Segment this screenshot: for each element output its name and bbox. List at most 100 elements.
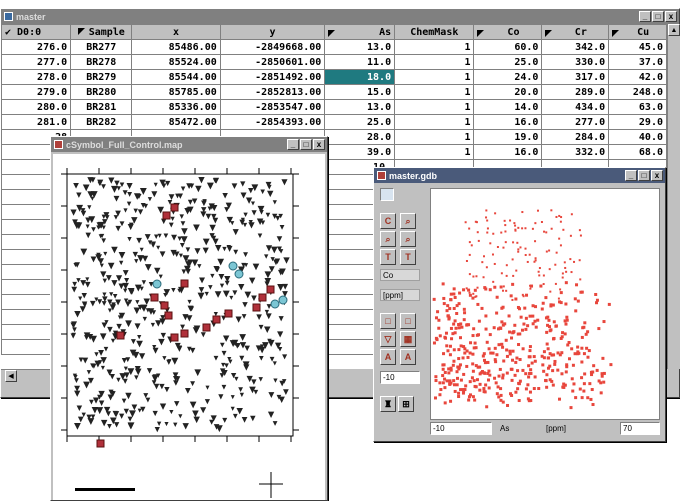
- table-cell[interactable]: 1: [394, 114, 475, 130]
- table-cell[interactable]: 45.0: [608, 39, 667, 55]
- table-cell[interactable]: 40.0: [608, 129, 667, 145]
- table-row[interactable]: 277.0 BR278 85524.00 -2850601.00 11.0 1 25.0 33…: [1, 54, 667, 70]
- table-cell[interactable]: 289.0: [541, 84, 610, 100]
- scatter-close-button[interactable]: x: [651, 170, 663, 181]
- table-row[interactable]: 279.0 BR280 85785.00 -2852813.00 15.0 1 20.0 28…: [1, 84, 667, 100]
- table-cell[interactable]: 85336.00: [131, 99, 221, 115]
- table-cell[interactable]: 85472.00: [131, 114, 221, 130]
- rect-select-icon[interactable]: □: [380, 313, 396, 329]
- table-cell[interactable]: BR277: [70, 39, 133, 55]
- polygon-select-icon[interactable]: ▽: [380, 331, 396, 347]
- stack-b-icon[interactable]: A: [400, 349, 416, 365]
- table-cell[interactable]: 42.0: [608, 69, 667, 85]
- table-cell[interactable]: BR280: [70, 84, 133, 100]
- row-header-corner[interactable]: ✔ D0:0: [1, 24, 72, 40]
- column-header-y[interactable]: y: [219, 24, 326, 40]
- scatter-titlebar[interactable]: master.gdb _ □ x: [374, 168, 665, 183]
- zoom-in-icon[interactable]: ⌕: [400, 213, 416, 229]
- grid-icon[interactable]: ⊞: [398, 396, 414, 412]
- maximize-button[interactable]: □: [652, 11, 664, 22]
- table-cell[interactable]: BR279: [70, 69, 133, 85]
- table-cell[interactable]: 15.0: [324, 84, 396, 100]
- table-cell[interactable]: -2852813.00: [219, 84, 326, 100]
- spreadsheet-horizontal-scrollbar[interactable]: ◀: [1, 369, 61, 382]
- table-cell[interactable]: 1: [394, 39, 475, 55]
- row-index[interactable]: 276.0: [1, 39, 72, 55]
- table-cell[interactable]: 60.0: [473, 39, 543, 55]
- scatter-minimize-button[interactable]: _: [625, 170, 637, 181]
- table-cell[interactable]: 63.0: [608, 99, 667, 115]
- scatter-top-field[interactable]: [380, 188, 394, 201]
- table-row[interactable]: 278.0 BR279 85544.00 -2851492.00 18.0 1 24.0 31…: [1, 69, 667, 85]
- table-cell[interactable]: 1: [394, 129, 475, 145]
- scatter-plot-area[interactable]: [430, 188, 660, 420]
- close-button[interactable]: x: [665, 11, 677, 22]
- row-index[interactable]: 280.0: [1, 99, 72, 115]
- table-cell[interactable]: 1: [394, 84, 475, 100]
- column-header-cr[interactable]: Cr: [541, 24, 610, 40]
- table-cell[interactable]: 16.0: [473, 144, 543, 160]
- table-cell[interactable]: 284.0: [541, 129, 610, 145]
- table-cell[interactable]: 248.0: [608, 84, 667, 100]
- column-header-cu[interactable]: Cu: [608, 24, 667, 40]
- table-cell[interactable]: 11.0: [324, 54, 396, 70]
- table-cell[interactable]: 85524.00: [131, 54, 221, 70]
- table-cell[interactable]: 18.0: [324, 69, 396, 85]
- table-cell[interactable]: 85544.00: [131, 69, 221, 85]
- row-index[interactable]: 277.0: [1, 54, 72, 70]
- x-min-field[interactable]: -10: [430, 422, 492, 435]
- column-header-sample[interactable]: Sample: [70, 24, 133, 40]
- map-minimize-button[interactable]: _: [287, 139, 299, 150]
- map-maximize-button[interactable]: □: [300, 139, 312, 150]
- pan-zoom-icon[interactable]: ⌕: [400, 231, 416, 247]
- column-header-x[interactable]: x: [131, 24, 221, 40]
- table-cell[interactable]: 29.0: [608, 114, 667, 130]
- column-header-as[interactable]: As: [324, 24, 396, 40]
- table-cell[interactable]: 13.0: [324, 39, 396, 55]
- table-row[interactable]: 280.0 BR281 85336.00 -2853547.00 13.0 1 14.0 43…: [1, 99, 667, 115]
- table-cell[interactable]: 28.0: [324, 129, 396, 145]
- spreadsheet-titlebar[interactable]: master _ □ x: [1, 9, 679, 24]
- table-cell[interactable]: -2853547.00: [219, 99, 326, 115]
- row-index[interactable]: 278.0: [1, 69, 72, 85]
- cursor-tool-icon[interactable]: C: [380, 213, 396, 229]
- table-cell[interactable]: 25.0: [324, 114, 396, 130]
- table-cell[interactable]: BR281: [70, 99, 133, 115]
- stack-a-icon[interactable]: A: [380, 349, 396, 365]
- spreadsheet-vertical-scrollbar[interactable]: ▲: [667, 24, 680, 369]
- table-cell[interactable]: 85486.00: [131, 39, 221, 55]
- table-cell[interactable]: 25.0: [473, 54, 543, 70]
- table-cell[interactable]: 85785.00: [131, 84, 221, 100]
- table-cell[interactable]: 19.0: [473, 129, 543, 145]
- scroll-left-button[interactable]: ◀: [5, 370, 17, 382]
- row-index[interactable]: 279.0: [1, 84, 72, 100]
- map-titlebar[interactable]: cSymbol_Full_Control.map _ □ x: [51, 137, 327, 152]
- rect-select-b-icon[interactable]: □: [400, 313, 416, 329]
- fill-pattern-icon[interactable]: ▦: [400, 331, 416, 347]
- scatter-maximize-button[interactable]: □: [638, 170, 650, 181]
- map-close-button[interactable]: x: [313, 139, 325, 150]
- table-row[interactable]: 281.0 BR282 85472.00 -2854393.00 25.0 1 16.0 27…: [1, 114, 667, 130]
- table-cell[interactable]: 317.0: [541, 69, 610, 85]
- table-cell[interactable]: 68.0: [608, 144, 667, 160]
- bookmark-icon[interactable]: ♜: [380, 396, 396, 412]
- text-b-icon[interactable]: T: [400, 249, 416, 265]
- table-cell[interactable]: 434.0: [541, 99, 610, 115]
- row-index[interactable]: 281.0: [1, 114, 72, 130]
- column-header-chemmask[interactable]: ChemMask: [394, 24, 475, 40]
- map-canvas[interactable]: [53, 154, 325, 500]
- scroll-up-button[interactable]: ▲: [668, 24, 680, 36]
- table-cell[interactable]: 1: [394, 99, 475, 115]
- zoom-out-icon[interactable]: ⌕: [380, 231, 396, 247]
- table-cell[interactable]: 37.0: [608, 54, 667, 70]
- table-cell[interactable]: -2849668.00: [219, 39, 326, 55]
- y-min-field[interactable]: -10: [380, 371, 420, 384]
- minimize-button[interactable]: _: [639, 11, 651, 22]
- table-cell[interactable]: 39.0: [324, 144, 396, 160]
- table-cell[interactable]: 1: [394, 69, 475, 85]
- table-cell[interactable]: BR278: [70, 54, 133, 70]
- table-cell[interactable]: 24.0: [473, 69, 543, 85]
- x-max-field[interactable]: 70: [620, 422, 660, 435]
- table-cell[interactable]: -2851492.00: [219, 69, 326, 85]
- table-cell[interactable]: 14.0: [473, 99, 543, 115]
